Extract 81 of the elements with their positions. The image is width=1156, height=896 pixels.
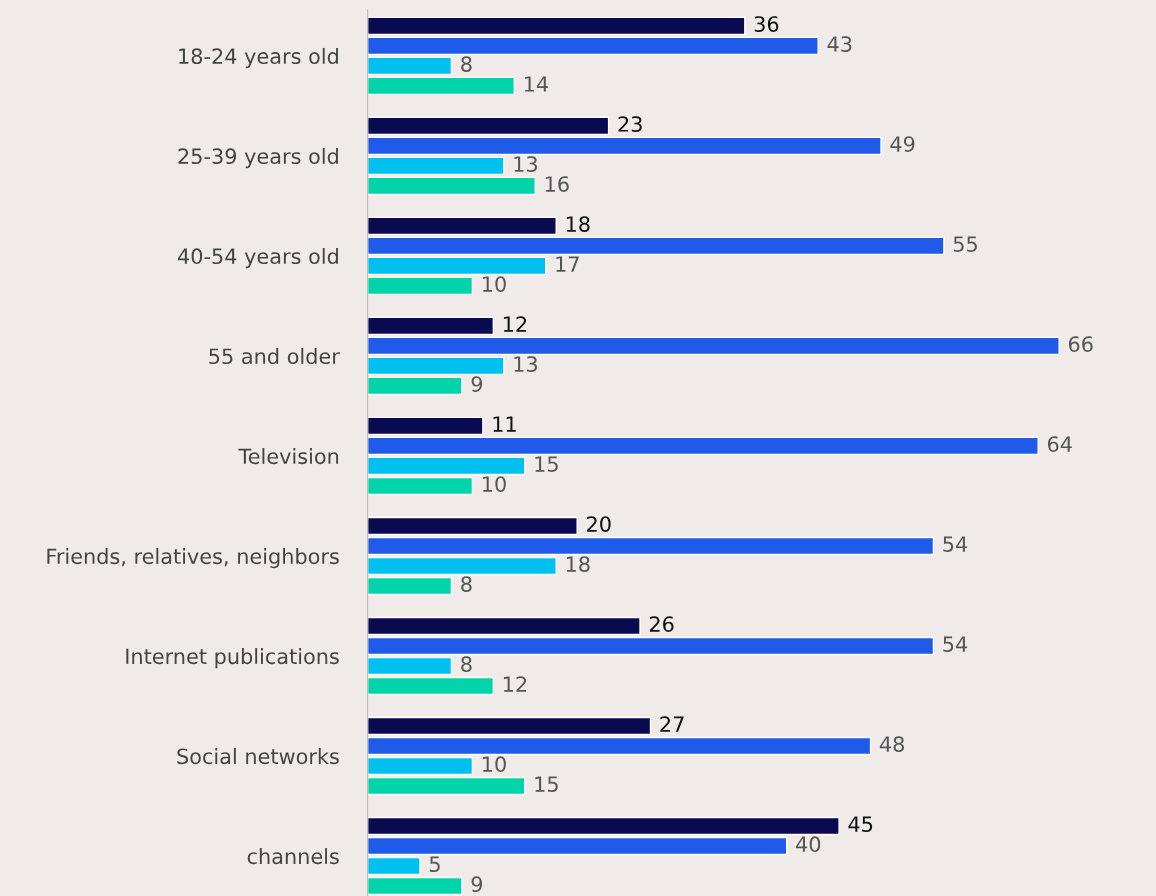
bar xyxy=(367,676,495,696)
data-label: 55 xyxy=(953,236,977,252)
data-label: 15 xyxy=(535,456,558,472)
data-label: 10 xyxy=(483,756,506,773)
data-label: 18 xyxy=(566,216,590,232)
bar xyxy=(367,236,945,256)
bar xyxy=(367,576,453,596)
data-label: 20 xyxy=(587,516,611,532)
bar xyxy=(367,16,746,36)
data-label: 18 xyxy=(566,556,590,572)
data-label: 26 xyxy=(649,616,674,632)
bar xyxy=(367,156,505,176)
data-label: 12 xyxy=(503,676,527,692)
bar xyxy=(367,836,788,856)
y-tick-label: Social networks xyxy=(177,748,339,765)
bar xyxy=(367,736,872,756)
bar xyxy=(367,376,463,396)
bar xyxy=(367,276,474,296)
data-label: 8 xyxy=(461,576,472,592)
bar xyxy=(367,716,652,736)
data-label: 10 xyxy=(483,476,506,492)
data-label: 12 xyxy=(503,316,527,332)
bar xyxy=(367,656,453,676)
data-label: 66 xyxy=(1068,336,1093,352)
bar xyxy=(367,516,578,536)
data-label: 48 xyxy=(879,736,904,753)
data-label: 10 xyxy=(483,276,506,292)
data-label: 16 xyxy=(545,176,569,192)
data-label: 64 xyxy=(1047,436,1072,452)
bar xyxy=(367,636,935,656)
bar xyxy=(367,36,819,56)
y-tick-label: Friends, relatives, neighbors xyxy=(47,548,339,569)
data-label: 40 xyxy=(796,836,821,853)
data-label: 5 xyxy=(429,856,440,873)
bar xyxy=(367,56,453,76)
bar xyxy=(367,116,610,136)
y-tick-label: 25-39 years old xyxy=(178,147,338,169)
data-label: 54 xyxy=(943,636,968,652)
data-label: 8 xyxy=(461,56,472,72)
bar xyxy=(367,476,474,496)
data-label: 23 xyxy=(618,116,642,132)
data-label: 43 xyxy=(827,36,852,52)
y-tick-label: channels xyxy=(247,848,339,865)
bar xyxy=(367,436,1039,456)
data-label: 45 xyxy=(848,816,873,833)
bar xyxy=(367,876,463,896)
bar xyxy=(367,176,536,196)
data-label: 9 xyxy=(471,876,483,893)
bar xyxy=(367,336,1060,356)
bar xyxy=(367,216,557,236)
bar xyxy=(367,76,515,96)
data-label: 14 xyxy=(524,76,548,92)
bar xyxy=(367,256,547,276)
data-label: 11 xyxy=(493,416,516,432)
data-label: 17 xyxy=(556,256,579,272)
bar xyxy=(367,616,641,636)
bar xyxy=(367,756,474,776)
data-label: 27 xyxy=(660,716,684,732)
y-tick-label: 55 and older xyxy=(209,348,340,365)
bar xyxy=(367,556,557,576)
bar xyxy=(367,536,935,556)
bar xyxy=(367,776,526,796)
bar xyxy=(367,816,840,836)
bar xyxy=(367,416,484,436)
y-tick-label: 18-24 years old xyxy=(179,47,338,69)
data-label: 36 xyxy=(754,16,779,32)
bar xyxy=(367,456,526,476)
data-label: 13 xyxy=(514,356,537,372)
data-label: 54 xyxy=(943,536,968,552)
y-tick-label: Television xyxy=(238,448,339,465)
data-label: 8 xyxy=(461,656,472,673)
bar xyxy=(367,356,505,376)
data-label: 49 xyxy=(890,136,915,152)
bar xyxy=(367,316,495,336)
data-label: 15 xyxy=(535,776,558,793)
data-label: 9 xyxy=(471,376,483,392)
data-label: 13 xyxy=(514,156,537,172)
bar xyxy=(367,856,421,876)
bar xyxy=(367,136,882,156)
y-tick-label: 40-54 years old xyxy=(177,247,338,269)
y-tick-label: Internet publications xyxy=(126,648,339,669)
